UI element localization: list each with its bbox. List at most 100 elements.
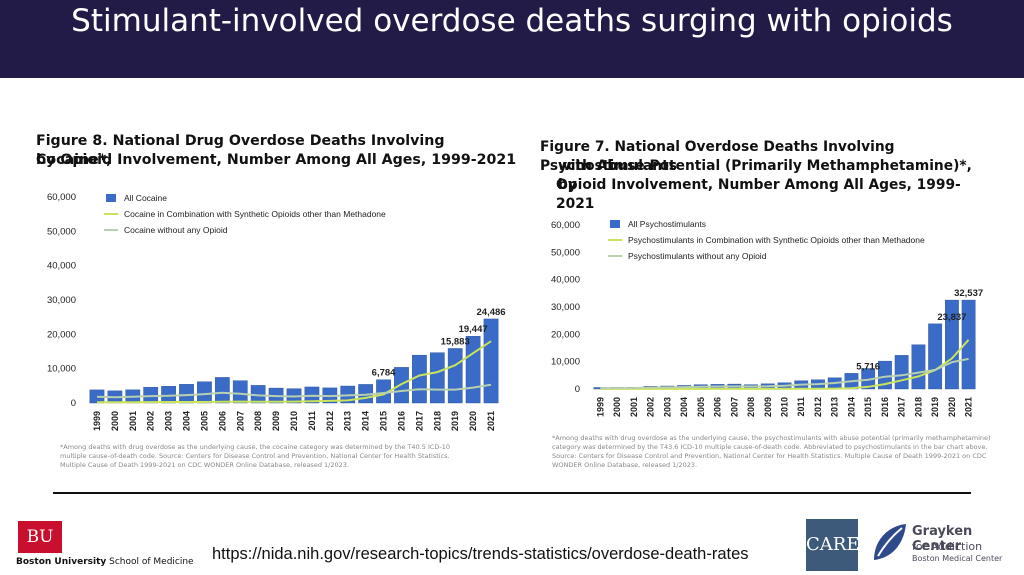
- footnote-line1: *Among deaths with drug overdose as the …: [60, 443, 451, 451]
- x-tick-label: 2003: [164, 411, 174, 431]
- x-tick-label: 2014: [361, 411, 371, 431]
- x-tick-label: 2001: [128, 411, 138, 431]
- x-tick-label: 2020: [947, 397, 957, 417]
- legend-label: Cocaine without any Opioid: [124, 225, 228, 235]
- legend-swatch: [610, 220, 620, 228]
- x-tick-label: 2000: [612, 397, 622, 417]
- y-tick-label: 50,000: [551, 247, 580, 258]
- series-line: [600, 357, 969, 390]
- x-tick-label: 2021: [964, 397, 974, 417]
- grayken-leaf-icon: [874, 524, 906, 560]
- bar: [894, 355, 909, 390]
- data-label: 19,447: [459, 324, 488, 335]
- bu-name-bold: Boston University: [16, 557, 107, 567]
- legend-swatch: [106, 194, 116, 202]
- legend-label: All Cocaine: [124, 193, 167, 203]
- y-tick-label: 30,000: [47, 295, 76, 306]
- x-tick-label: 2010: [780, 397, 790, 417]
- x-tick-label: 2014: [846, 397, 856, 417]
- bar: [878, 360, 892, 390]
- footnote-line2: multiple cause-of-death code. Source: Ce…: [60, 452, 450, 460]
- bar: [412, 354, 427, 404]
- footnote-line4: WONDER Online Database, released 1/2023.: [552, 461, 698, 469]
- legend-label: Cocaine in Combination with Synthetic Op…: [124, 209, 386, 219]
- x-tick-label: 2004: [182, 411, 192, 431]
- y-tick-label: 40,000: [47, 261, 76, 272]
- bar: [447, 348, 463, 404]
- x-tick-label: 2015: [379, 411, 389, 431]
- data-label: 24,486: [477, 307, 506, 318]
- x-tick-label: 2012: [813, 397, 823, 417]
- x-tick-label: 2003: [662, 397, 672, 417]
- bar: [214, 377, 230, 404]
- x-tick-label: 2006: [713, 397, 723, 417]
- bar: [911, 344, 926, 390]
- y-tick-label: 0: [575, 384, 580, 395]
- y-tick-label: 20,000: [551, 329, 580, 340]
- care-mark: CARE: [806, 534, 860, 555]
- x-tick-label: 2017: [414, 411, 424, 431]
- footnote-line3: Source: Centers for Disease Control and …: [552, 452, 987, 460]
- figure-cocaine: Figure 8. National Drug Overdose Deaths …: [30, 100, 518, 484]
- x-tick-label: 2021: [486, 411, 496, 431]
- series-line: [97, 340, 492, 404]
- figure-psychostimulants: Figure 7. National Overdose Deaths Invol…: [534, 100, 994, 484]
- x-tick-label: 2005: [696, 397, 706, 417]
- x-tick-label: 2020: [468, 411, 478, 431]
- x-tick-label: 2016: [396, 411, 406, 431]
- grayken-org: Boston Medical Center: [912, 554, 1003, 563]
- bu-name-rest: School of Medicine: [106, 557, 194, 567]
- grayken-name: Grayken Center: [912, 524, 973, 554]
- y-tick-label: 60,000: [551, 220, 580, 231]
- x-tick-label: 2005: [199, 411, 209, 431]
- x-tick-label: 2018: [913, 397, 923, 417]
- bu-mark: BU: [26, 527, 54, 547]
- bar: [944, 299, 959, 390]
- x-tick-label: 2006: [217, 411, 227, 431]
- data-label: 23,837: [937, 312, 966, 323]
- x-tick-label: 2004: [679, 397, 689, 417]
- x-tick-label: 2013: [343, 411, 353, 431]
- x-tick-label: 2009: [763, 397, 773, 417]
- data-label: 32,537: [954, 288, 983, 299]
- bu-school-name: Boston University School of Medicine: [16, 557, 194, 567]
- figure-title-line3: Opioid Involvement, Number Among All Age…: [556, 177, 961, 212]
- divider-line: [53, 492, 971, 494]
- figure-title-line2: by Opioid Involvement, Number Among All …: [36, 152, 517, 168]
- footnote-line2: category was determined by the T43.6 ICD…: [552, 443, 988, 451]
- data-label: 15,883: [441, 336, 470, 347]
- title-bar: Stimulant-involved overdose deaths surgi…: [0, 0, 1024, 78]
- bar: [961, 299, 976, 390]
- x-tick-label: 1999: [92, 411, 102, 431]
- bar: [197, 381, 212, 404]
- y-tick-label: 40,000: [551, 275, 580, 286]
- figure-title-line1: Figure 7. National Overdose Deaths Invol…: [540, 139, 895, 174]
- x-tick-label: 2000: [110, 411, 120, 431]
- x-tick-label: 2002: [146, 411, 156, 431]
- series-line: [96, 383, 492, 399]
- x-tick-label: 2007: [235, 411, 245, 431]
- x-tick-label: 2013: [830, 397, 840, 417]
- bar: [179, 384, 194, 404]
- bu-logo: BU: [18, 521, 62, 553]
- psychostimulants-chart: 60,000 50,000 40,000 30,000 20,000 10,000 0 199…: [551, 219, 983, 417]
- x-tick-label: 2009: [271, 411, 281, 431]
- x-tick-label: 1999: [595, 397, 605, 417]
- x-tick-label: 2018: [432, 411, 442, 431]
- footnote-line1: *Among deaths with drug overdose as the …: [552, 434, 991, 442]
- figure-title-line2: with Abuse Potential (Primarily Methamph…: [558, 158, 972, 193]
- data-label: 6,784: [372, 368, 396, 379]
- x-tick-label: 2011: [307, 411, 317, 431]
- x-tick-label: 2010: [289, 411, 299, 431]
- slide-title: Stimulant-involved overdose deaths surgi…: [71, 3, 953, 39]
- source-url: https://nida.nih.gov/research-topics/tre…: [212, 545, 749, 563]
- y-tick-label: 50,000: [47, 226, 76, 237]
- y-tick-label: 20,000: [47, 329, 76, 340]
- legend-label: Psychostimulants without any Opioid: [628, 251, 767, 261]
- grayken-sub: for Addiction: [912, 540, 983, 553]
- x-tick-label: 2007: [729, 397, 739, 417]
- y-tick-label: 30,000: [551, 302, 580, 313]
- x-tick-label: 2019: [930, 397, 940, 417]
- x-tick-label: 2016: [880, 397, 890, 417]
- y-tick-label: 60,000: [47, 192, 76, 203]
